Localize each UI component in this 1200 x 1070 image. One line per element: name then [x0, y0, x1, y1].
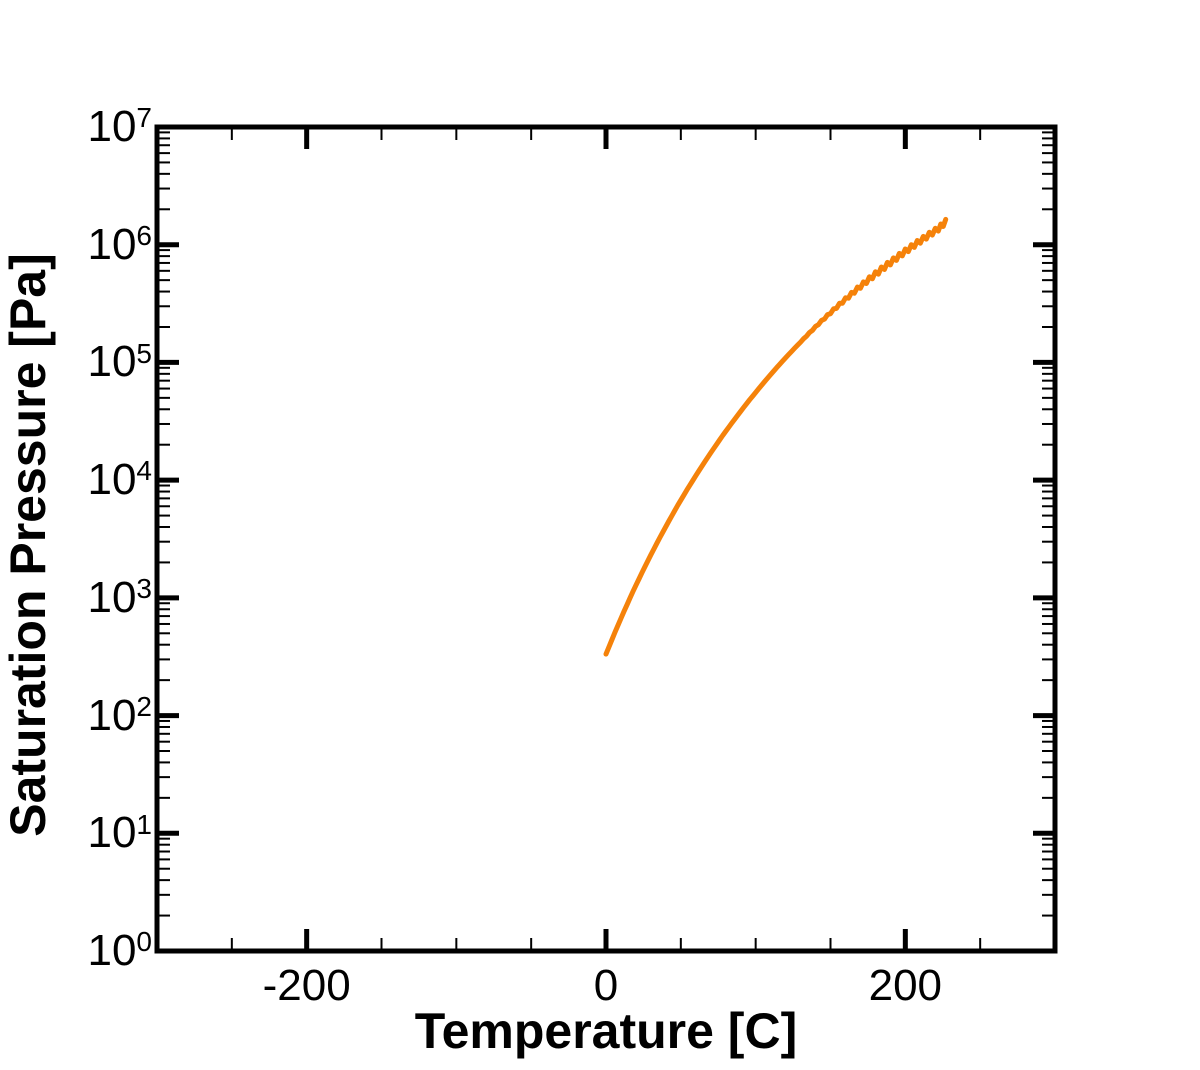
- saturation-pressure-curve: [603, 216, 949, 657]
- y-axis-title: Saturation Pressure [Pa]: [0, 253, 56, 837]
- axis-ticks: [157, 127, 1055, 951]
- y-tick-label: 103: [87, 572, 152, 622]
- y-tick-label: 101: [87, 808, 152, 858]
- x-axis-title: Temperature [C]: [414, 1003, 798, 1059]
- y-tick-label: 102: [87, 690, 152, 740]
- y-tick-label: 106: [87, 219, 152, 269]
- y-tick-label: 105: [87, 337, 152, 387]
- y-tick-label: 100: [87, 926, 152, 975]
- x-tick-label: 200: [868, 961, 943, 1010]
- x-tick-label: -200: [262, 961, 351, 1010]
- plot-frame: [154, 124, 1058, 954]
- y-tick-label: 107: [87, 102, 152, 151]
- y-tick-label: 104: [87, 455, 152, 505]
- x-tick-label: 0: [593, 961, 619, 1010]
